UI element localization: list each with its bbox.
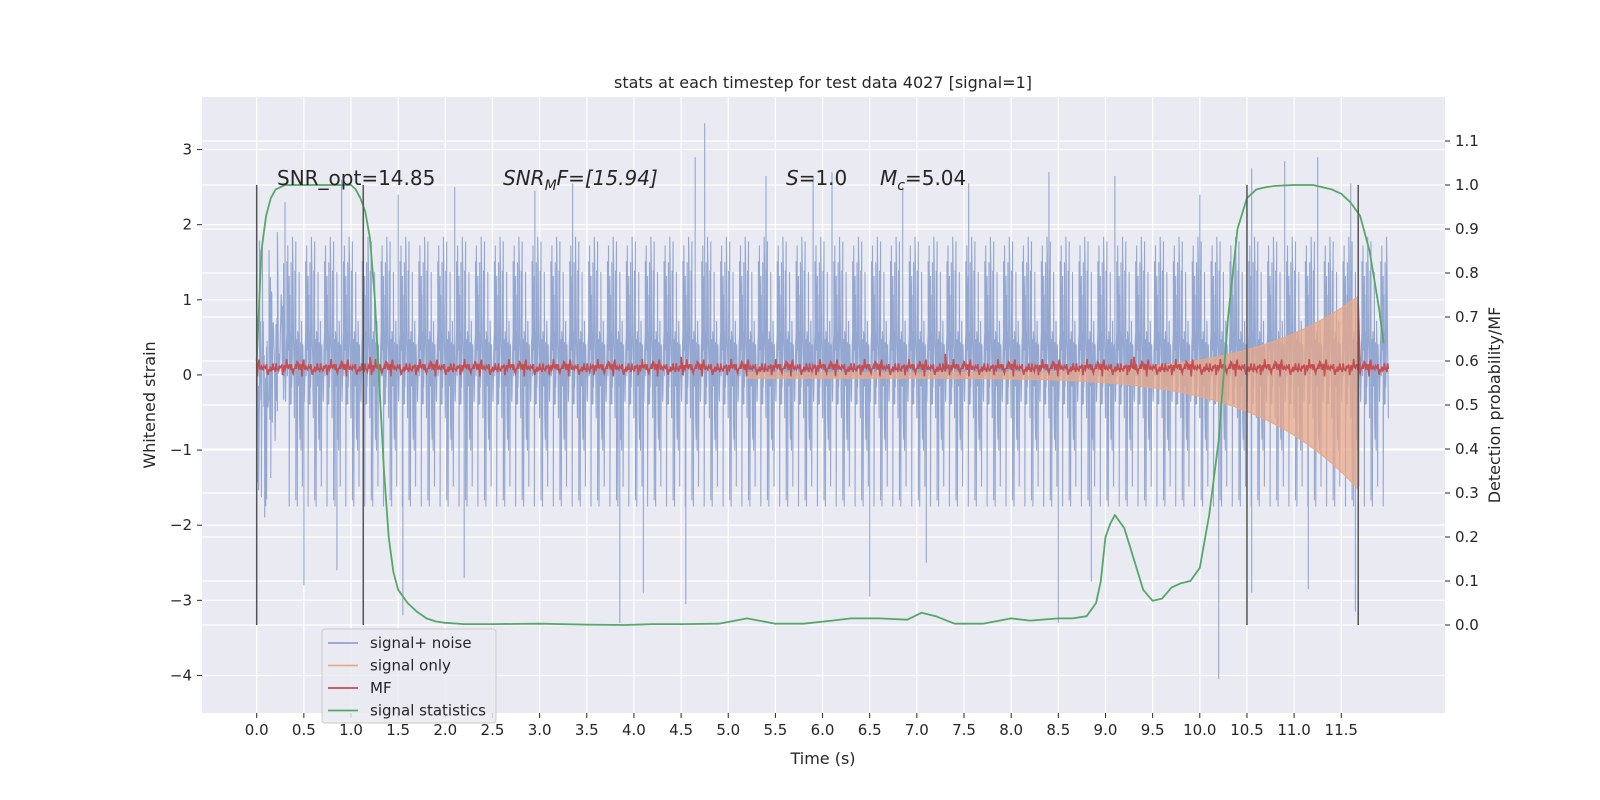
x-tick-label: 2.5 <box>481 721 505 739</box>
annotation-snr-mf-sub: M <box>545 178 557 194</box>
legend-box <box>321 628 497 724</box>
x-tick-label: 10.0 <box>1183 721 1216 739</box>
y-tick-label: −1 <box>170 441 192 459</box>
x-tick-label: 1.5 <box>386 721 410 739</box>
x-tick-label: 3.0 <box>528 721 552 739</box>
annotation-s: S=1.0 <box>786 166 847 190</box>
legend-label: signal statistics <box>370 702 486 720</box>
annotation-snr-opt: SNR_opt=14.85 <box>277 166 435 190</box>
x-tick-label: 0.0 <box>245 721 269 739</box>
y-tick-label: −2 <box>170 516 192 534</box>
y-tick-label: 0 <box>182 366 192 384</box>
x-tick-label: 5.0 <box>716 721 740 739</box>
chart-title: stats at each timestep for test data 402… <box>614 73 1032 92</box>
x-tick-label: 8.0 <box>999 721 1023 739</box>
x-tick-label: 0.5 <box>292 721 316 739</box>
y-tick-label: 3 <box>182 141 192 159</box>
y2-tick-label: 0.4 <box>1455 440 1479 458</box>
y2-tick-label: 0.1 <box>1455 572 1479 590</box>
x-axis-label: Time (s) <box>789 749 855 768</box>
y2-tick-label: 0.0 <box>1455 616 1479 634</box>
x-tick-label: 9.0 <box>1094 721 1118 739</box>
y-axis-label: Whitened strain <box>140 341 159 468</box>
legend-label: signal only <box>370 657 451 675</box>
annotation-mc: Mc=5.04 <box>880 166 966 194</box>
y-tick-label: −4 <box>170 666 192 684</box>
x-tick-label: 5.5 <box>763 721 787 739</box>
annotation-s-value: =1.0 <box>799 166 848 190</box>
x-tick-label: 9.5 <box>1141 721 1165 739</box>
x-tick-label: 11.5 <box>1325 721 1358 739</box>
legend: signal+ noise signal only MF signal statist… <box>321 628 497 724</box>
y-tick-label: −3 <box>170 591 192 609</box>
y2-tick-label: 0.6 <box>1455 352 1479 370</box>
y2-tick-label: 1.0 <box>1455 176 1479 194</box>
x-tick-label: 6.0 <box>811 721 835 739</box>
x-tick-label: 11.0 <box>1277 721 1310 739</box>
annotation-mc-sub: c <box>897 178 905 194</box>
y2-tick-label: 0.8 <box>1455 264 1479 282</box>
y2-axis-label: Detection probability/MF <box>1485 307 1504 504</box>
y2-tick-label: 0.9 <box>1455 220 1479 238</box>
annotation-snr-mf: SNRMF=[15.94] <box>503 166 658 194</box>
x-tick-label: 4.5 <box>669 721 693 739</box>
annotation-s-label: S <box>786 166 799 190</box>
x-tick-label: 7.5 <box>952 721 976 739</box>
y-tick-label: 2 <box>182 216 192 234</box>
y2-tick-label: 0.7 <box>1455 308 1479 326</box>
x-tick-label: 10.5 <box>1230 721 1263 739</box>
series-signal-statistics-line <box>255 184 1385 626</box>
x-tick-label: 8.5 <box>1046 721 1070 739</box>
y-tick-label: 1 <box>182 291 192 309</box>
y2-tick-label: 0.2 <box>1455 528 1479 546</box>
annotation-snr-mf-label: SNR <box>503 166 545 190</box>
y2-tick-label: 1.1 <box>1455 132 1479 150</box>
annotation-snr-mf-rest: F=[15.94] <box>557 166 658 190</box>
legend-label: MF <box>370 679 392 697</box>
annotation-mc-value: =5.04 <box>905 166 966 190</box>
annotation-mc-label: M <box>880 166 897 190</box>
x-tick-label: 1.0 <box>339 721 363 739</box>
x-tick-label: 4.0 <box>622 721 646 739</box>
x-tick-label: 6.5 <box>858 721 882 739</box>
legend-label: signal+ noise <box>370 634 472 652</box>
ticks-layer: 0.0 0.5 1.0 1.5 2.0 2.5 3.0 3.5 4.0 4.5 5.0 5.5 6.0 6… <box>170 132 1479 739</box>
x-tick-label: 2.0 <box>433 721 457 739</box>
series-signal-plus-noise-line <box>256 123 1389 680</box>
x-tick-label: 7.0 <box>905 721 929 739</box>
x-tick-label: 3.5 <box>575 721 599 739</box>
vertical-markers <box>255 185 1359 625</box>
y2-tick-label: 0.3 <box>1455 484 1479 502</box>
y2-tick-label: 0.5 <box>1455 396 1479 414</box>
